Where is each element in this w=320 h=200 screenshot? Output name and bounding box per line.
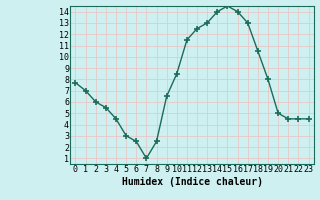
X-axis label: Humidex (Indice chaleur): Humidex (Indice chaleur) bbox=[122, 177, 262, 187]
